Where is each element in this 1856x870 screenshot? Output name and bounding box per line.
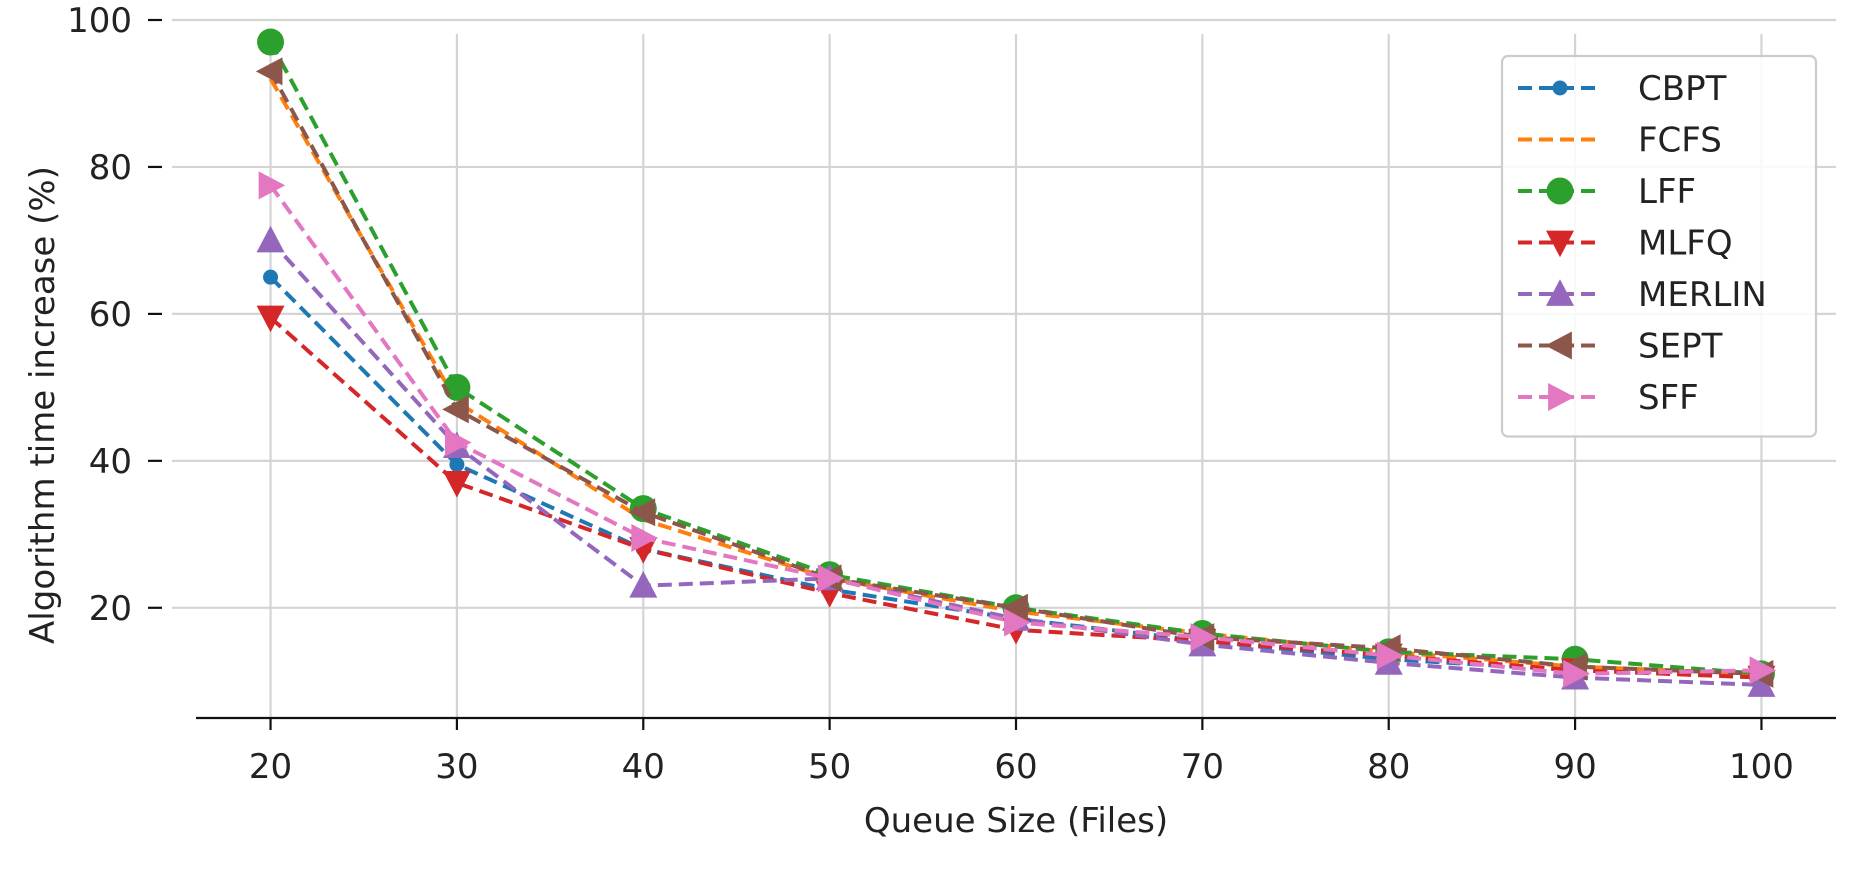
data-point bbox=[1749, 656, 1777, 685]
x-tick-label: 50 bbox=[808, 747, 851, 787]
data-point bbox=[1546, 279, 1574, 306]
data-point bbox=[1747, 670, 1776, 697]
data-point bbox=[1376, 641, 1404, 670]
data-point bbox=[442, 470, 471, 498]
data-point bbox=[817, 564, 845, 593]
x-axis-label: Queue Size (Files) bbox=[864, 801, 1168, 841]
legend-item-mlfq: MLFQ bbox=[1518, 224, 1733, 264]
legend-item-cbpt: CBPT bbox=[1518, 69, 1727, 109]
data-point bbox=[258, 171, 286, 200]
data-point bbox=[1004, 608, 1031, 637]
data-point bbox=[1548, 383, 1575, 411]
legend-label: MERLIN bbox=[1638, 275, 1767, 315]
series-line bbox=[268, 41, 1762, 676]
x-tick-label: 80 bbox=[1367, 747, 1410, 787]
data-point bbox=[256, 305, 285, 333]
legend-item-merlin: MERLIN bbox=[1518, 275, 1767, 315]
data-point bbox=[1190, 623, 1218, 652]
data-point bbox=[255, 57, 283, 86]
data-point bbox=[445, 428, 472, 457]
legend-label: LFF bbox=[1638, 172, 1696, 212]
x-tick-label: 100 bbox=[1729, 747, 1794, 787]
legend-label: FCFS bbox=[1638, 121, 1722, 161]
series-group bbox=[255, 28, 1777, 697]
legend-label: SFF bbox=[1638, 378, 1699, 418]
legend: CBPT FCFS LFF MLFQ MERLIN SEPT SFF bbox=[1500, 54, 1818, 438]
x-tick-label: 20 bbox=[249, 747, 292, 787]
legend-item-lff: LFF bbox=[1518, 172, 1696, 212]
legend-item-sept: SEPT bbox=[1518, 327, 1723, 367]
series-sff bbox=[258, 171, 1777, 688]
axes: 20 30 40 50 60 70 80 90 100 20 40 60 80 100 bbox=[67, 1, 1836, 787]
y-tick-label: 80 bbox=[89, 148, 132, 188]
data-point bbox=[1545, 331, 1572, 360]
data-point bbox=[263, 269, 279, 285]
y-tick-label: 40 bbox=[89, 442, 132, 482]
x-tick-label: 90 bbox=[1553, 747, 1596, 787]
legend-label: MLFQ bbox=[1638, 224, 1733, 264]
data-point bbox=[1001, 593, 1028, 622]
data-point bbox=[629, 571, 658, 598]
x-tick-label: 40 bbox=[622, 747, 665, 787]
legend-box bbox=[1500, 54, 1818, 438]
data-point bbox=[1563, 659, 1590, 688]
legend-label: CBPT bbox=[1638, 69, 1727, 109]
data-point bbox=[442, 395, 469, 424]
data-point bbox=[1546, 177, 1574, 205]
x-tick-label: 70 bbox=[1181, 747, 1224, 787]
data-point bbox=[256, 225, 285, 253]
y-tick-label: 20 bbox=[89, 589, 132, 629]
y-axis-label: Algorithm time increase (%) bbox=[23, 166, 63, 644]
data-point bbox=[257, 28, 285, 56]
data-point bbox=[1552, 80, 1568, 96]
legend-label: SEPT bbox=[1638, 327, 1723, 367]
y-tick-label: 60 bbox=[89, 295, 132, 335]
data-point bbox=[449, 457, 465, 473]
y-tick-label: 100 bbox=[67, 1, 132, 41]
x-tick-label: 60 bbox=[994, 747, 1037, 787]
x-tick-label: 30 bbox=[435, 747, 478, 787]
legend-item-fcfs: FCFS bbox=[1518, 121, 1722, 161]
data-point bbox=[1546, 230, 1574, 258]
legend-item-sff: SFF bbox=[1518, 378, 1699, 418]
data-point bbox=[628, 498, 656, 527]
data-point bbox=[631, 523, 658, 552]
